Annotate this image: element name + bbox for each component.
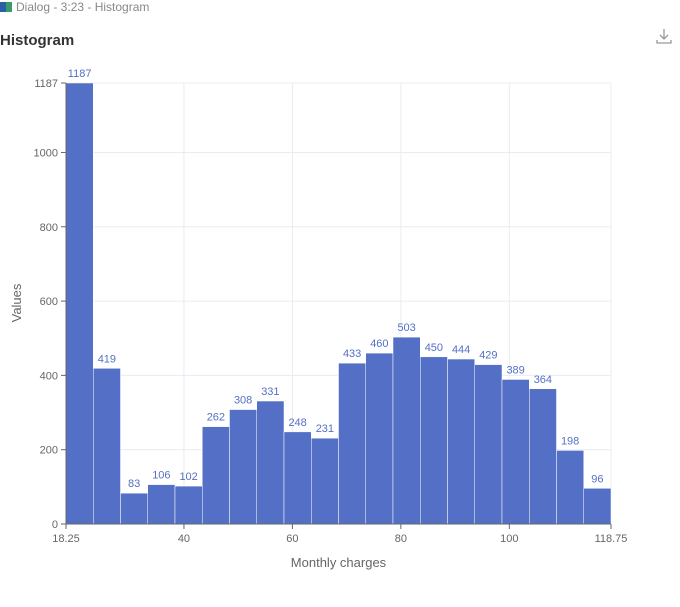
- x-tick-label: 18.25: [52, 533, 80, 545]
- download-icon[interactable]: [655, 27, 673, 45]
- histogram-bar: [229, 409, 257, 525]
- y-tick-label: 0: [52, 519, 58, 531]
- histogram-bar: [120, 492, 148, 525]
- histogram-bar: [256, 400, 285, 525]
- bar-value-label: 231: [316, 423, 334, 435]
- histogram-bar: [420, 356, 448, 525]
- histogram-bar: [147, 484, 176, 525]
- chart-title: Histogram: [0, 32, 75, 49]
- app-icon: [0, 2, 12, 12]
- x-tick-label: 80: [395, 533, 407, 545]
- histogram-bar: [474, 364, 503, 525]
- histogram-bar: [529, 388, 557, 525]
- histogram-bar: [202, 426, 230, 525]
- bar-value-label: 429: [479, 350, 497, 362]
- y-axis-label: Values: [9, 283, 24, 322]
- bar-value-label: 308: [234, 395, 252, 407]
- histogram-bar: [447, 358, 475, 525]
- bar-value-label: 503: [397, 322, 415, 334]
- bar-value-label: 450: [425, 342, 443, 354]
- y-tick-label: 800: [40, 222, 58, 234]
- bar-value-label: 198: [561, 435, 579, 447]
- bar-value-label: 262: [207, 412, 225, 424]
- histogram-bar: [338, 362, 366, 525]
- histogram-bar: [283, 431, 312, 525]
- bar-value-label: 331: [261, 386, 279, 398]
- y-tick-label: 600: [40, 296, 58, 308]
- bar-value-label: 433: [343, 348, 361, 360]
- bar-value-label: 83: [128, 478, 140, 490]
- histogram-bar: [93, 368, 121, 525]
- bar-value-label: 96: [591, 473, 603, 485]
- bar-value-label: 1187: [68, 68, 92, 80]
- x-axis-label: Monthly charges: [291, 555, 387, 570]
- x-tick-label: 118.75: [595, 533, 628, 545]
- histogram-bar: [174, 485, 203, 525]
- histogram-bar: [501, 379, 530, 525]
- x-tick-label: 100: [500, 533, 518, 545]
- x-tick-label: 60: [286, 533, 298, 545]
- y-tick-label: 1000: [34, 147, 58, 159]
- y-tick-label: 200: [40, 445, 58, 457]
- histogram-bar: [365, 352, 394, 525]
- histogram-bar: [65, 82, 94, 525]
- window-titlebar: Dialog - 3:23 - Histogram: [0, 0, 149, 14]
- y-tick-label: 1187: [34, 78, 58, 90]
- histogram-bar: [556, 450, 584, 525]
- bar-value-label: 444: [452, 344, 470, 356]
- bar-value-label: 389: [506, 364, 524, 376]
- histogram-bar: [392, 336, 421, 525]
- window-title: Dialog - 3:23 - Histogram: [16, 0, 150, 14]
- bar-value-label: 102: [179, 471, 197, 483]
- bar-value-label: 419: [98, 353, 116, 365]
- bar-value-label: 106: [152, 470, 170, 482]
- y-tick-label: 400: [40, 370, 58, 382]
- histogram-bar: [583, 488, 612, 525]
- histogram-bar: [311, 437, 339, 525]
- bar-value-label: 460: [370, 338, 388, 350]
- x-tick-label: 40: [178, 533, 190, 545]
- bar-value-label: 364: [534, 374, 552, 386]
- bar-value-label: 248: [288, 417, 306, 429]
